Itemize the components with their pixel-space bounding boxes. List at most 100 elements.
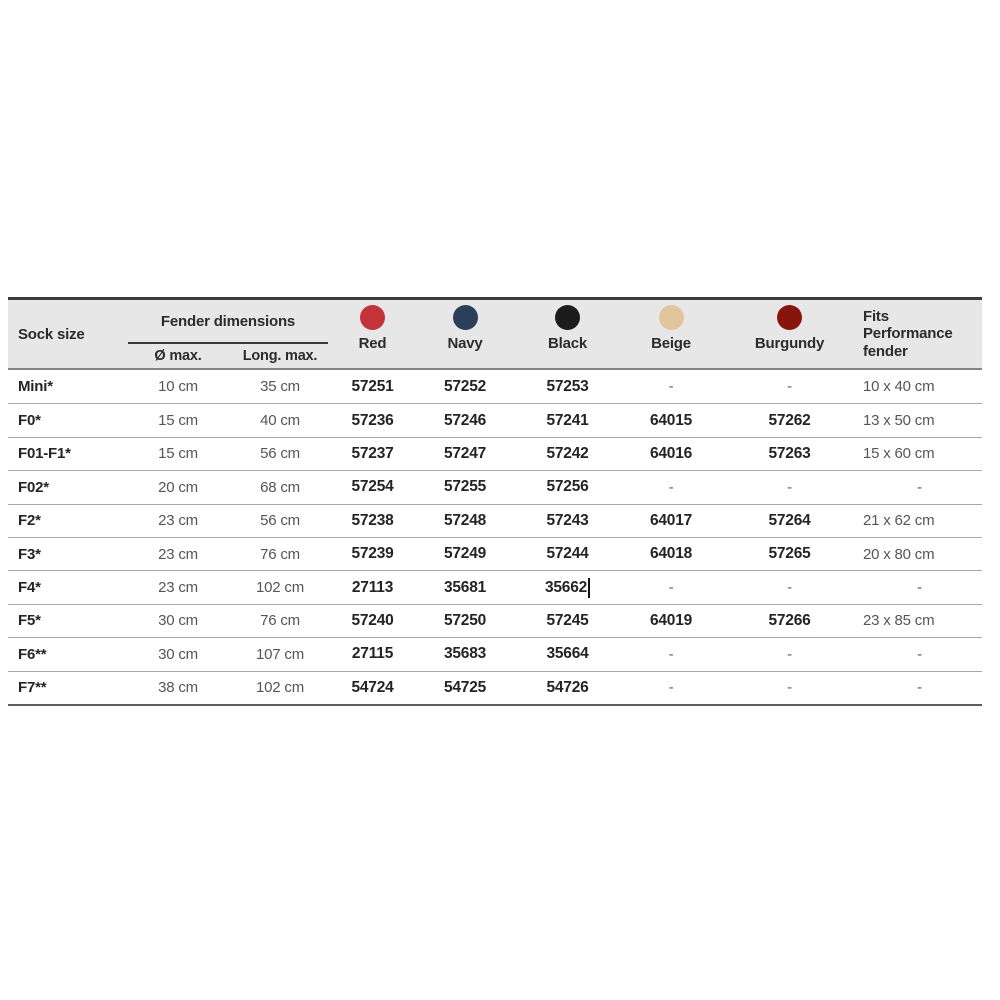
length-max-cell: 102 cm <box>256 679 304 697</box>
table-row: F2* 23 cm 56 cm 57238 57248 57243 64017 … <box>8 503 982 537</box>
red-code-cell: 57240 <box>351 611 394 629</box>
diameter-max-cell: 10 cm <box>158 378 198 396</box>
length-max-cell: 56 cm <box>260 445 300 463</box>
navy-code-cell: 54725 <box>443 678 487 696</box>
table-row: F02* 20 cm 68 cm 57254 57255 57256 - - - <box>8 470 982 504</box>
red-code-cell: 54724 <box>351 678 394 696</box>
fits-performance-cell: 10 x 40 cm <box>863 378 935 396</box>
diameter-max-cell: 23 cm <box>158 545 198 563</box>
length-max-cell: 76 cm <box>260 545 300 563</box>
black-dot-icon <box>555 305 580 330</box>
beige-code-cell: - <box>668 478 674 496</box>
header-color-navy: Navy <box>415 300 515 368</box>
beige-code-cell: - <box>668 579 674 597</box>
navy-code-cell: 57248 <box>443 511 487 529</box>
table-row: Mini* 10 cm 35 cm 57251 57252 57253 - - … <box>8 370 982 404</box>
header-color-label: Black <box>547 335 588 352</box>
black-code-cell: 57243 <box>546 511 589 529</box>
sock-size-cell: F3* <box>18 545 41 563</box>
black-code-cell: 57256 <box>546 478 589 496</box>
header-color-label: Beige <box>651 335 691 352</box>
length-max-cell: 68 cm <box>260 478 300 496</box>
beige-code-cell: - <box>668 679 674 697</box>
burgundy-code-cell: 57263 <box>768 444 811 462</box>
red-code-cell: 57238 <box>351 511 394 529</box>
fits-performance-cell: 20 x 80 cm <box>863 545 935 563</box>
table-row: F5* 30 cm 76 cm 57240 57250 57245 64019 … <box>8 603 982 638</box>
red-code-cell: 57237 <box>351 444 394 462</box>
navy-code-cell: 57249 <box>443 545 487 563</box>
header-dimensions-divider <box>128 342 328 344</box>
diameter-max-cell: 30 cm <box>158 645 198 663</box>
table-row: F0* 15 cm 40 cm 57236 57246 57241 64015 … <box>8 403 982 437</box>
red-code-cell: 57236 <box>351 411 394 429</box>
navy-code-cell: 35681 <box>443 578 487 596</box>
sock-size-cell: F5* <box>18 612 41 630</box>
table-row: F6** 30 cm 107 cm 27115 35683 35664 - - … <box>8 637 982 671</box>
beige-code-cell: 64016 <box>649 444 693 462</box>
black-code-cell: 57242 <box>546 444 589 462</box>
diameter-max-cell: 23 cm <box>158 512 198 530</box>
header-color-label: Red <box>358 335 387 352</box>
sock-size-cell: F7** <box>18 679 47 697</box>
diameter-max-cell: 15 cm <box>158 412 198 430</box>
header-color-label: Burgundy <box>754 335 825 352</box>
burgundy-code-cell: - <box>787 645 792 663</box>
sock-size-cell: Mini* <box>18 378 53 396</box>
header-color-black: Black <box>515 300 620 368</box>
burgundy-dot-icon <box>777 305 802 330</box>
black-code-cell[interactable]: 35662 <box>515 571 620 603</box>
black-code-cell: 54726 <box>546 678 589 696</box>
burgundy-code-cell: 57265 <box>768 545 811 563</box>
header-color-burgundy: Burgundy <box>722 300 857 368</box>
beige-code-cell: 64018 <box>649 545 693 563</box>
diameter-max-cell: 20 cm <box>158 478 198 496</box>
header-fits-performance-fender: Fits Performance fender <box>863 308 953 360</box>
sock-size-cell: F0* <box>18 412 41 430</box>
beige-dot-icon <box>658 305 684 330</box>
beige-code-cell: - <box>668 645 674 663</box>
header-length-max: Long. max. <box>242 348 318 364</box>
sock-size-cell: F02* <box>18 478 49 496</box>
beige-code-cell: 64017 <box>649 511 693 529</box>
navy-code-cell: 57250 <box>443 611 487 629</box>
sock-size-cell: F4* <box>18 579 41 597</box>
red-dot-icon <box>360 305 385 330</box>
sock-size-cell: F01-F1* <box>18 445 71 463</box>
black-code-cell: 57253 <box>546 377 589 395</box>
beige-code-cell: - <box>668 378 674 396</box>
fits-performance-cell: 23 x 85 cm <box>863 612 935 630</box>
header-fender-dimensions-group: Fender dimensions Ø max. Long. max. <box>126 300 330 368</box>
length-max-cell: 107 cm <box>256 645 304 663</box>
diameter-max-cell: 30 cm <box>158 612 198 630</box>
beige-code-cell: 64019 <box>649 611 693 629</box>
navy-dot-icon <box>452 305 478 330</box>
burgundy-code-cell: - <box>787 679 792 697</box>
fender-sock-spec-table: Sock size Fender dimensions Ø max. Long.… <box>8 297 982 706</box>
burgundy-code-cell: - <box>787 478 792 496</box>
red-code-cell: 57254 <box>351 478 394 496</box>
table-body: Mini* 10 cm 35 cm 57251 57252 57253 - - … <box>8 370 982 704</box>
black-code-cell: 35664 <box>546 645 589 663</box>
table-row: F01-F1* 15 cm 56 cm 57237 57247 57242 64… <box>8 436 982 471</box>
text-caret <box>588 577 591 598</box>
sock-size-cell: F2* <box>18 512 41 530</box>
red-code-cell: 27115 <box>351 645 394 663</box>
fits-performance-cell: - <box>917 579 922 597</box>
diameter-max-cell: 23 cm <box>158 579 198 597</box>
table-row: F4* 23 cm 102 cm 27113 35681 35662 - - - <box>8 570 982 604</box>
header-diameter-max: Ø max. <box>154 348 202 364</box>
header-dimensions-subheader: Ø max. Long. max. <box>126 344 330 368</box>
length-max-cell: 102 cm <box>256 579 304 597</box>
burgundy-code-cell: 57266 <box>768 611 811 629</box>
diameter-max-cell: 15 cm <box>158 445 198 463</box>
length-max-cell: 35 cm <box>260 378 300 396</box>
navy-code-cell: 57255 <box>443 478 487 496</box>
burgundy-code-cell: 57262 <box>768 411 811 429</box>
red-code-cell: 57251 <box>351 377 394 395</box>
table-header-row: Sock size Fender dimensions Ø max. Long.… <box>8 300 982 370</box>
red-code-cell: 27113 <box>351 578 394 596</box>
length-max-cell: 40 cm <box>260 412 300 430</box>
fits-performance-cell: 21 x 62 cm <box>863 512 935 530</box>
burgundy-code-cell: - <box>787 378 792 396</box>
